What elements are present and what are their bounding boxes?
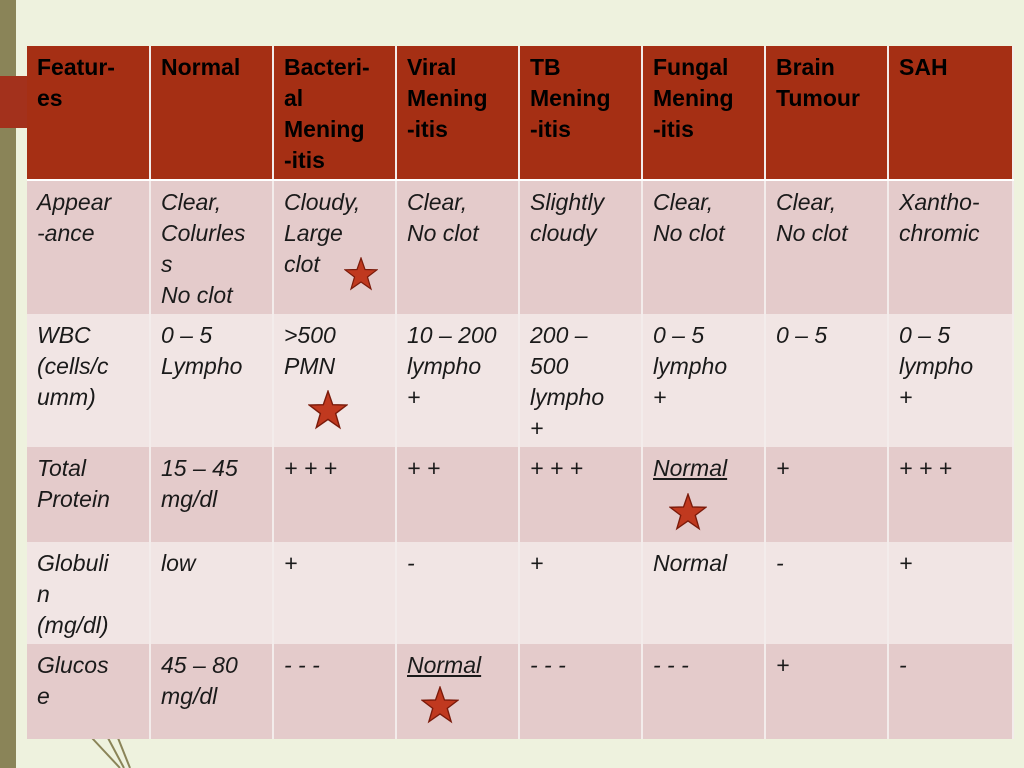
cell-sah: -	[888, 644, 1014, 739]
cell-bacterial: +	[273, 542, 397, 644]
cell-tumour: +	[765, 644, 889, 739]
cell-normal: low	[150, 542, 274, 644]
cell-viral: -	[396, 542, 520, 644]
cell-viral: Clear, No clot	[396, 180, 520, 314]
cell-normal: Clear, Colurles s No clot	[150, 180, 274, 314]
table-row-wbc: WBC (cells/c umm) 0 – 5 Lympho >500 PMN …	[27, 314, 1014, 447]
cell-feature: Appear -ance	[27, 180, 151, 314]
cell-normal: 0 – 5 Lympho	[150, 314, 274, 447]
cell-tb: - - -	[519, 644, 643, 739]
table-row-appearance: Appear -ance Clear, Colurles s No clot C…	[27, 180, 1014, 314]
cell-sah: + + +	[888, 447, 1014, 542]
header-viral-meningitis: Viral Mening -itis	[396, 46, 520, 181]
cell-viral: Normal	[396, 644, 520, 739]
cell-bacterial: Cloudy, Large clot	[273, 180, 397, 314]
left-decorative-strip	[0, 0, 16, 768]
cell-bacterial: + + +	[273, 447, 397, 542]
header-sah: SAH	[888, 46, 1014, 181]
cell-normal: 15 – 45 mg/dl	[150, 447, 274, 542]
cell-viral-text: Normal	[407, 652, 482, 678]
header-features: Featur- es	[27, 46, 151, 181]
cell-viral: + +	[396, 447, 520, 542]
cell-bacterial-text: Cloudy, Large clot	[284, 189, 361, 277]
csf-comparison-table: Featur- es Normal Bacteri- al Mening -it…	[27, 46, 1014, 739]
cell-tumour: 0 – 5	[765, 314, 889, 447]
table-row-globulin: Globuli n (mg/dl) low + - + Normal - +	[27, 542, 1014, 644]
cell-tb: 200 – 500 lympho +	[519, 314, 643, 447]
cell-bacterial: - - -	[273, 644, 397, 739]
table-row-total-protein: Total Protein 15 – 45 mg/dl + + + + + + …	[27, 447, 1014, 542]
cell-fungal: Normal	[642, 542, 766, 644]
cell-bacterial: >500 PMN	[273, 314, 397, 447]
table-header-row: Featur- es Normal Bacteri- al Mening -it…	[27, 46, 1014, 181]
header-fungal-meningitis: Fungal Mening -itis	[642, 46, 766, 181]
cell-feature: WBC (cells/c umm)	[27, 314, 151, 447]
cell-sah: +	[888, 542, 1014, 644]
cell-fungal: - - -	[642, 644, 766, 739]
cell-feature: Total Protein	[27, 447, 151, 542]
cell-tumour: -	[765, 542, 889, 644]
star-icon	[344, 257, 378, 291]
cell-viral: 10 – 200 lympho +	[396, 314, 520, 447]
cell-normal: 45 – 80 mg/dl	[150, 644, 274, 739]
star-icon	[421, 686, 459, 724]
star-icon	[308, 390, 348, 430]
cell-tb: Slightly cloudy	[519, 180, 643, 314]
cell-tb: +	[519, 542, 643, 644]
table-row-glucose: Glucos e 45 – 80 mg/dl - - - Normal - - …	[27, 644, 1014, 739]
cell-tumour: +	[765, 447, 889, 542]
header-bacterial-meningitis: Bacteri- al Mening -itis	[273, 46, 397, 181]
cell-sah: Xantho- chromic	[888, 180, 1014, 314]
star-icon	[669, 493, 707, 531]
header-normal: Normal	[150, 46, 274, 181]
cell-feature: Globuli n (mg/dl)	[27, 542, 151, 644]
header-brain-tumour: Brain Tumour	[765, 46, 889, 181]
cell-fungal: Normal	[642, 447, 766, 542]
cell-fungal: Clear, No clot	[642, 180, 766, 314]
left-title-tab	[0, 76, 30, 128]
cell-fungal: 0 – 5 lympho +	[642, 314, 766, 447]
cell-fungal-text: Normal	[653, 455, 728, 481]
cell-tumour: Clear, No clot	[765, 180, 889, 314]
header-tb-meningitis: TB Mening -itis	[519, 46, 643, 181]
cell-bacterial-text: >500 PMN	[284, 322, 336, 379]
cell-sah: 0 – 5 lympho +	[888, 314, 1014, 447]
cell-feature: Glucos e	[27, 644, 151, 739]
cell-tb: + + +	[519, 447, 643, 542]
